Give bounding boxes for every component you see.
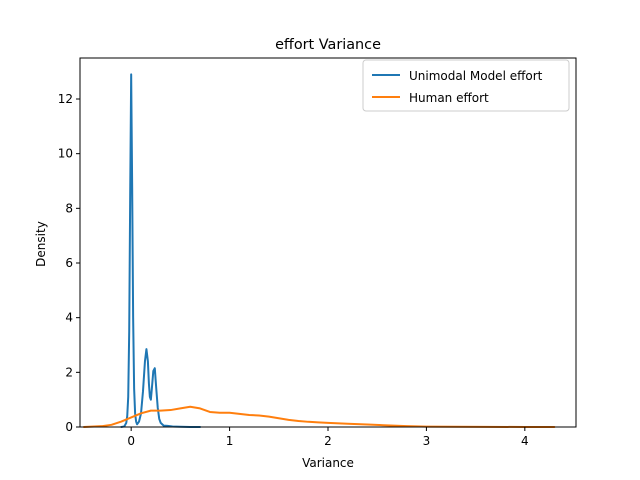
x-tick-label: 1: [226, 434, 234, 448]
y-tick-label: 0: [65, 420, 73, 434]
x-tick-label: 2: [324, 434, 332, 448]
plot-area: [82, 73, 556, 428]
y-tick-label: 4: [65, 311, 73, 325]
y-tick-label: 8: [65, 201, 73, 215]
series-line-0: [120, 73, 202, 428]
legend: Unimodal Model effort Human effort: [362, 59, 570, 112]
y-tick-label: 12: [58, 92, 73, 106]
y-tick-label: 2: [65, 365, 73, 379]
y-tick-label: 6: [65, 256, 73, 270]
legend-box: [362, 59, 570, 112]
x-tick-label: 3: [423, 434, 431, 448]
x-tick-label: 4: [521, 434, 529, 448]
x-axis-label: Variance: [302, 456, 354, 470]
y-tick-label: 10: [58, 147, 73, 161]
legend-label-unimodal: Unimodal Model effort: [409, 69, 543, 83]
x-tick-label: 0: [127, 434, 135, 448]
series-line-1: [82, 405, 556, 428]
legend-label-human: Human effort: [409, 91, 489, 105]
chart-title: effort Variance: [275, 37, 381, 53]
y-axis-label: Density: [34, 221, 48, 267]
